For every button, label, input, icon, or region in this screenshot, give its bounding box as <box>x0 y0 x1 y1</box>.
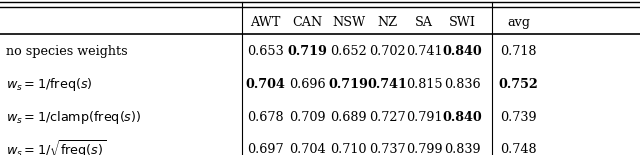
Text: $w_s = 1/\mathrm{clamp}(\mathrm{freq}(s))$: $w_s = 1/\mathrm{clamp}(\mathrm{freq}(s)… <box>6 108 142 126</box>
Text: 0.839: 0.839 <box>444 143 481 155</box>
Text: 0.727: 0.727 <box>369 111 406 124</box>
Text: 0.739: 0.739 <box>500 111 537 124</box>
Text: 0.748: 0.748 <box>500 143 537 155</box>
Text: 0.840: 0.840 <box>443 111 483 124</box>
Text: 0.719: 0.719 <box>287 45 327 58</box>
Text: 0.704: 0.704 <box>289 143 326 155</box>
Text: CAN: CAN <box>292 16 323 29</box>
Text: 0.719: 0.719 <box>329 78 369 91</box>
Text: 0.710: 0.710 <box>330 143 367 155</box>
Text: NSW: NSW <box>332 16 365 29</box>
Text: 0.741: 0.741 <box>406 45 443 58</box>
Text: $w_s = 1/\mathrm{freq}(s)$: $w_s = 1/\mathrm{freq}(s)$ <box>6 76 93 93</box>
Text: 0.689: 0.689 <box>330 111 367 124</box>
Text: avg: avg <box>507 16 530 29</box>
Text: 0.652: 0.652 <box>330 45 367 58</box>
Text: 0.653: 0.653 <box>247 45 284 58</box>
Text: NZ: NZ <box>377 16 397 29</box>
Text: 0.678: 0.678 <box>247 111 284 124</box>
Text: 0.741: 0.741 <box>367 78 407 91</box>
Text: SA: SA <box>415 16 433 29</box>
Text: 0.815: 0.815 <box>406 78 443 91</box>
Text: 0.840: 0.840 <box>443 45 483 58</box>
Text: 0.697: 0.697 <box>247 143 284 155</box>
Text: 0.702: 0.702 <box>369 45 406 58</box>
Text: $w_s = 1/\sqrt{\mathrm{freq}(s)}$: $w_s = 1/\sqrt{\mathrm{freq}(s)}$ <box>6 139 106 155</box>
Text: 0.836: 0.836 <box>444 78 481 91</box>
Text: SWI: SWI <box>449 16 476 29</box>
Text: AWT: AWT <box>250 16 281 29</box>
Text: 0.799: 0.799 <box>406 143 443 155</box>
Text: 0.718: 0.718 <box>500 45 537 58</box>
Text: 0.752: 0.752 <box>499 78 538 91</box>
Text: 0.704: 0.704 <box>246 78 285 91</box>
Text: 0.696: 0.696 <box>289 78 326 91</box>
Text: 0.791: 0.791 <box>406 111 443 124</box>
Text: 0.737: 0.737 <box>369 143 406 155</box>
Text: no species weights: no species weights <box>6 45 128 58</box>
Text: 0.709: 0.709 <box>289 111 326 124</box>
